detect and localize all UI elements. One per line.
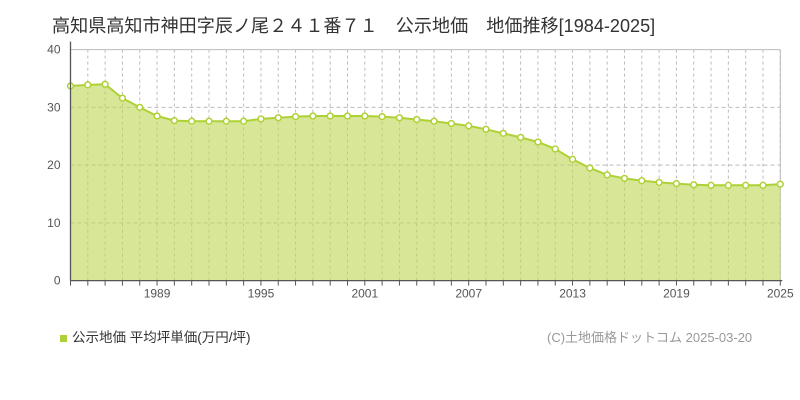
svg-text:30: 30 [47,100,61,114]
svg-text:10: 10 [47,216,61,230]
svg-text:1989: 1989 [144,287,171,301]
svg-text:40: 40 [47,43,61,57]
svg-text:1995: 1995 [248,287,275,301]
svg-text:2025: 2025 [767,287,794,301]
svg-text:0: 0 [54,274,61,288]
svg-text:2019: 2019 [663,287,690,301]
svg-text:2001: 2001 [351,287,378,301]
svg-text:2007: 2007 [455,287,482,301]
svg-text:20: 20 [47,158,61,172]
svg-text:2013: 2013 [559,287,586,301]
